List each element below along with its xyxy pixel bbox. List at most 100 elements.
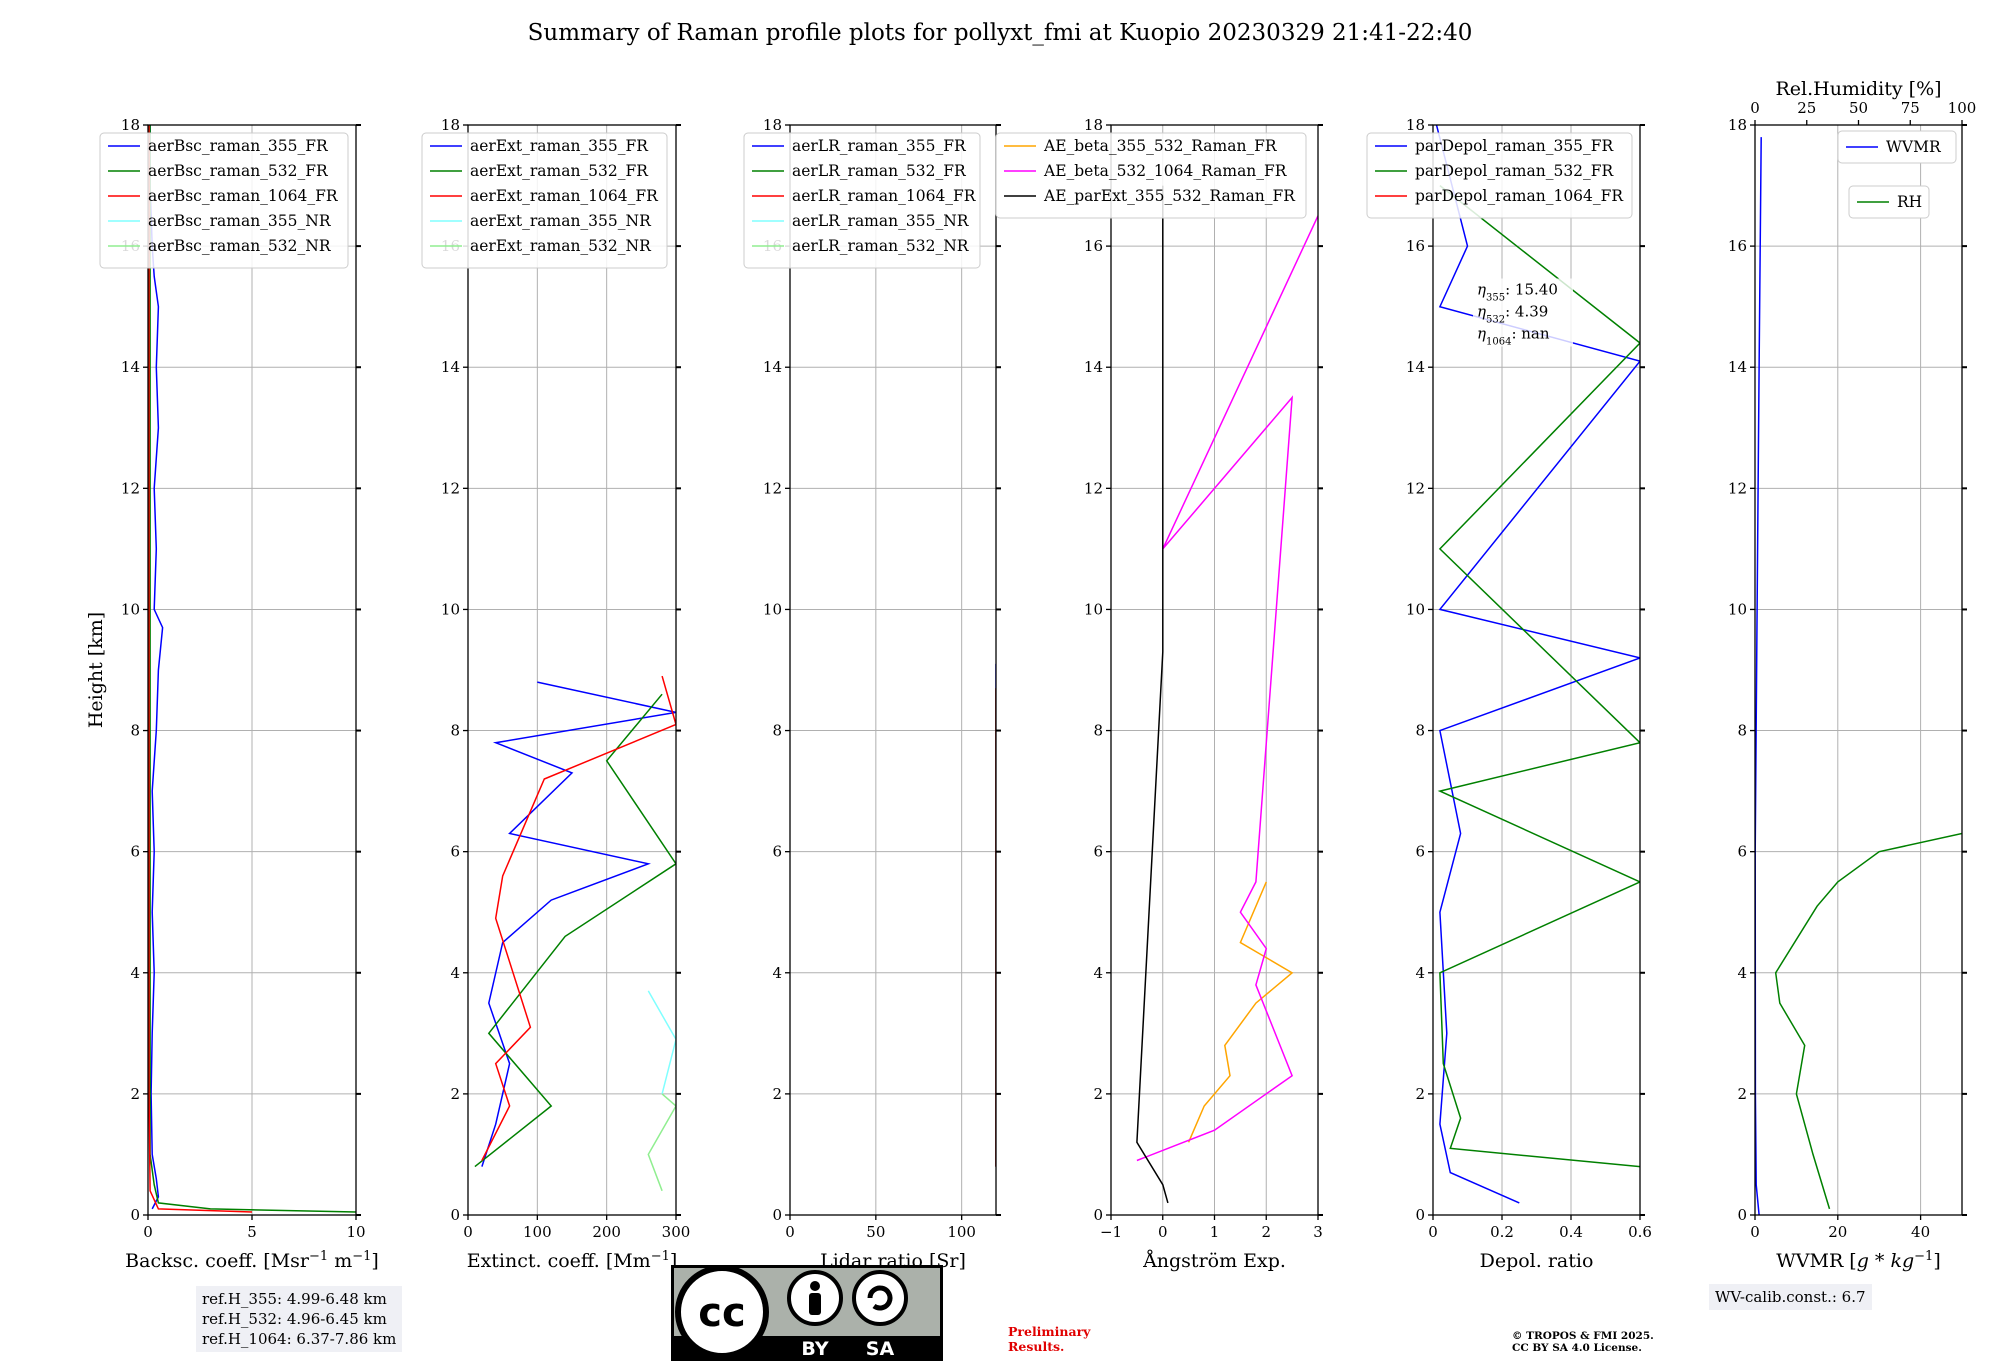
y-tick-label: 16 [1406,237,1425,255]
eta-annotation-line: η1064: nan [1477,325,1550,348]
y-tick-label: 14 [763,358,782,376]
y-tick-label: 16 [1084,237,1103,255]
panel-5: 0 2 4 6 8 10 12 14 16 18 0 0.2 0.4 0.6 Depol. ratio par… [1366,116,1652,1272]
y-tick-label: 4 [1737,964,1747,982]
legend-label: AE_beta_532_1064_Raman_FR [1043,162,1288,180]
series-line-parDepol_raman_532_FR [1437,185,1640,1168]
eta-annotation-line: η355: 15.40 [1477,281,1558,304]
person-icon-body [809,1293,821,1315]
y-tick-label: 6 [130,843,140,861]
x-tick-label: 0.4 [1559,1223,1583,1241]
legend-box [743,132,981,269]
x-tick-label: 5 [247,1223,257,1241]
legend-label: AE_beta_355_532_Raman_FR [1043,137,1278,155]
y-tick-label: 12 [763,479,782,497]
reference-height-box: ref.H_355: 4.99-6.48 km ref.H_532: 4.96-… [196,1286,403,1352]
x-tick-label: 2 [1261,1223,1271,1241]
y-tick-label: 12 [1728,479,1747,497]
y-tick-label: 6 [1737,843,1747,861]
plot-frame [1754,124,1963,1216]
y-tick-label: 16 [1728,237,1747,255]
y-tick-label: 0 [1093,1206,1103,1224]
series-line-RH [1774,832,1962,1210]
ref-height-355: ref.H_355: 4.99-6.48 km [202,1290,387,1308]
legend-label: aerExt_raman_532_FR [470,162,649,180]
x-tick-label: 0 [463,1223,473,1241]
series-line-aerExt_raman_355_NR [647,990,676,1095]
y-tick-label: 0 [450,1206,460,1224]
x2-tick-label: 0 [1750,99,1760,117]
y-tick-label: 6 [772,843,782,861]
series-line-aerBsc_raman_532_FR [149,125,356,1213]
ref-height-1064: ref.H_1064: 6.37-7.86 km [202,1330,397,1348]
y-tick-label: 12 [121,479,140,497]
y-tick-label: 2 [1415,1085,1425,1103]
legend-label: aerBsc_raman_355_FR [148,137,329,155]
series-line-aerBsc_raman_355_FR [149,125,164,1210]
y-tick-label: 0 [1415,1206,1425,1224]
legend-label: AE_parExt_355_532_Raman_FR [1043,187,1296,205]
cc-icon-text: cc [698,1290,745,1336]
legend-label: aerLR_raman_355_NR [792,212,970,230]
legend-label: aerLR_raman_355_FR [792,137,967,155]
share-alike-icon-arrow [867,1285,893,1311]
x-tick-label: 200 [592,1223,621,1241]
y-tick-label: 2 [1737,1085,1747,1103]
legend-label: parDepol_raman_1064_FR [1415,187,1624,205]
figure-title: Summary of Raman profile plots for polly… [527,20,1473,46]
series-line-aerExt_raman_532_NR [647,1093,676,1192]
y-tick-label: 2 [450,1085,460,1103]
legend-label: aerExt_raman_355_FR [470,137,649,155]
x-tick-label: 0 [1158,1223,1168,1241]
legend-label: aerExt_raman_355_NR [470,212,652,230]
cc-by-sa-logo: cc BY SA [671,1265,943,1361]
y-tick-label: 18 [441,116,460,134]
x-tick-label: 0 [1750,1223,1760,1241]
legend-label: RH [1897,193,1922,211]
x-tick-label: 10 [346,1223,365,1241]
y-tick-label: 18 [763,116,782,134]
sa-label: SA [866,1338,895,1360]
x-axis-label: Ångström Exp. [1142,1250,1286,1272]
x-tick-label: 100 [947,1223,976,1241]
legend-box [99,132,349,269]
y-tick-label: 4 [130,964,140,982]
y-tick-label: 8 [130,722,140,740]
series-line-parDepol_raman_355_FR [1435,125,1640,1204]
x-tick-label: 0 [785,1223,795,1241]
x-axis-label: Backsc. coeff. [Msr−1 m−1] [125,1249,379,1273]
x2-tick-label: 50 [1849,99,1868,117]
y-tick-label: 8 [450,722,460,740]
legend-label: aerExt_raman_532_NR [470,237,652,255]
y-tick-label: 6 [1415,843,1425,861]
legend-label: WVMR [1886,138,1942,156]
x-axis-label: WVMR [g * kg−1] [1776,1249,1941,1273]
panel-1: 0246810121416180510Backsc. coeff. [Msr−1… [85,116,379,1272]
legend-label: aerLR_raman_532_FR [792,162,967,180]
y-tick-label: 0 [130,1206,140,1224]
x-tick-label: 0 [143,1223,153,1241]
y-tick-label: 18 [1728,116,1747,134]
y-tick-label: 10 [1406,600,1425,618]
series-line-aerExt_raman_1064_FR [481,675,676,1161]
y-tick-label: 2 [1093,1085,1103,1103]
x2-tick-label: 75 [1901,99,1920,117]
plot-frame [789,124,997,1216]
panel-3: 024681012141618050100Lidar ratio [Sr]aer… [743,116,1001,1272]
x-tick-label: 0 [1428,1223,1438,1241]
x2-axis-label: Rel.Humidity [%] [1775,78,1941,100]
y-tick-label: 14 [1406,358,1425,376]
series-line-aerBsc_raman_1064_FR [148,125,253,1213]
y-tick-label: 6 [450,843,460,861]
y-tick-label: 4 [1093,964,1103,982]
preliminary-line-1: Preliminary [1008,1324,1091,1339]
wv-calibration-box: WV-calib.const.: 6.7 [1709,1284,1872,1310]
x-tick-label: 40 [1911,1223,1930,1241]
legend-label: aerLR_raman_1064_FR [792,187,977,205]
y-tick-label: 18 [121,116,140,134]
legend-label: aerBsc_raman_532_FR [148,162,329,180]
panel-2: 0246810121416180100200300Extinct. coeff.… [421,116,690,1272]
x-tick-label: 0.6 [1628,1223,1652,1241]
y-tick-label: 12 [441,479,460,497]
